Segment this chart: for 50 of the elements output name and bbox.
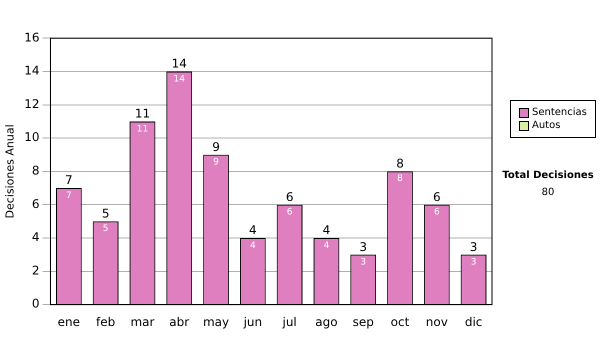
y-tick-label: 4 xyxy=(32,230,40,244)
y-tick-label: 8 xyxy=(32,164,40,178)
total-label: 3 xyxy=(470,240,478,254)
data-label: 3 xyxy=(470,257,476,268)
data-label: 6 xyxy=(286,208,293,218)
data-label: 5 xyxy=(102,224,109,234)
y-tick-label: 6 xyxy=(32,196,40,211)
total-label: 6 xyxy=(432,190,441,204)
x-tick-label: abr xyxy=(169,314,190,329)
total-label: 4 xyxy=(249,223,257,238)
total-label: 14 xyxy=(172,56,187,71)
total-label: 9 xyxy=(212,140,220,154)
x-tick-label: ago xyxy=(315,314,338,329)
text: 80 xyxy=(540,187,556,198)
data-label: 3 xyxy=(360,257,366,268)
total-label: 4 xyxy=(322,223,330,238)
data-label: 9 xyxy=(213,158,220,168)
data-label: 8 xyxy=(397,174,404,184)
x-tick-label: dic xyxy=(464,314,482,329)
y-tick-label: 12 xyxy=(24,96,40,111)
legend-label: Autos xyxy=(532,119,560,132)
x-tick-label: jun xyxy=(242,314,262,329)
x-tick-label: jul xyxy=(281,314,297,329)
total-label: 5 xyxy=(102,206,110,220)
x-tick-label: feb xyxy=(96,314,116,329)
x-tick-label: oct xyxy=(390,314,410,329)
y-tick-label: 10 xyxy=(24,130,40,144)
data-label: 4 xyxy=(324,240,330,251)
y-axis-title: Decisiones Anual xyxy=(3,124,16,218)
x-tick-label: mar xyxy=(130,314,155,329)
legend-label: Sentencias xyxy=(532,106,587,119)
data-label: 14 xyxy=(174,74,186,84)
text: Total Decisiones xyxy=(501,170,595,181)
y-tick-label: 16 xyxy=(24,30,40,44)
data-label: 11 xyxy=(136,124,148,134)
total-label: 7 xyxy=(65,173,73,188)
total-label: 6 xyxy=(286,190,294,204)
total-label: 11 xyxy=(134,106,150,121)
data-label: 6 xyxy=(434,208,440,218)
x-tick-label: sep xyxy=(352,314,374,329)
x-tick-label: nov xyxy=(426,314,448,329)
y-tick-label: 2 xyxy=(32,263,40,278)
total-label: 3 xyxy=(359,240,368,254)
data-label: 4 xyxy=(250,240,256,251)
x-tick-label: may xyxy=(202,314,230,329)
y-tick-label: 0 xyxy=(32,296,40,311)
y-tick-label: 14 xyxy=(24,64,40,78)
data-label: 7 xyxy=(66,190,72,201)
total-label: 8 xyxy=(396,156,404,171)
x-tick-label: ene xyxy=(58,314,80,329)
